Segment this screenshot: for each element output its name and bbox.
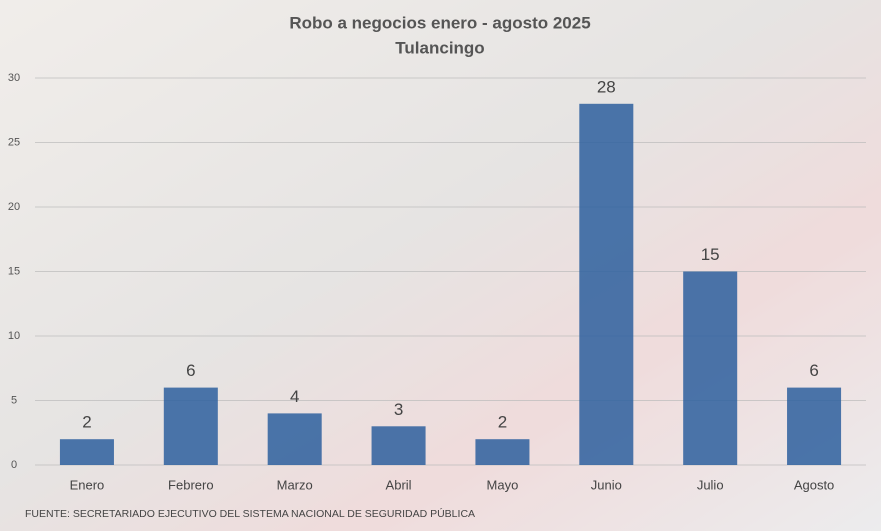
x-tick-label: Enero xyxy=(70,477,105,492)
data-label: 3 xyxy=(394,400,403,419)
bar xyxy=(683,271,738,465)
bar xyxy=(787,387,842,465)
y-tick-label: 30 xyxy=(8,72,20,84)
y-tick-label: 10 xyxy=(8,330,20,342)
bar xyxy=(59,439,114,465)
y-tick-label: 5 xyxy=(11,394,17,406)
y-tick-label: 25 xyxy=(8,136,20,148)
chart-subtitle: Tulancingo xyxy=(395,38,484,57)
source-note: FUENTE: SECRETARIADO EJECUTIVO DEL SISTE… xyxy=(25,507,475,520)
x-tick-label: Abril xyxy=(386,477,412,492)
x-tick-label: Mayo xyxy=(487,477,519,492)
x-tick-label: Febrero xyxy=(168,477,214,492)
bar xyxy=(267,413,322,465)
y-tick-label: 15 xyxy=(8,265,20,277)
chart-title: Robo a negocios enero - agosto 2025 xyxy=(289,13,590,32)
data-label: 2 xyxy=(498,413,507,432)
data-label: 6 xyxy=(186,361,195,380)
bar xyxy=(579,103,634,466)
data-label: 15 xyxy=(701,245,720,264)
bar xyxy=(371,426,426,465)
data-label: 4 xyxy=(290,387,299,406)
x-tick-label: Julio xyxy=(697,477,724,492)
x-tick-label: Agosto xyxy=(794,477,834,492)
bar xyxy=(163,387,218,465)
x-tick-label: Junio xyxy=(591,477,622,492)
x-tick-label: Marzo xyxy=(277,477,313,492)
bar xyxy=(475,439,530,465)
data-label: 2 xyxy=(82,413,91,432)
data-label: 6 xyxy=(809,361,818,380)
y-tick-label: 20 xyxy=(8,201,20,213)
y-tick-label: 0 xyxy=(11,459,17,471)
data-label: 28 xyxy=(597,77,616,96)
